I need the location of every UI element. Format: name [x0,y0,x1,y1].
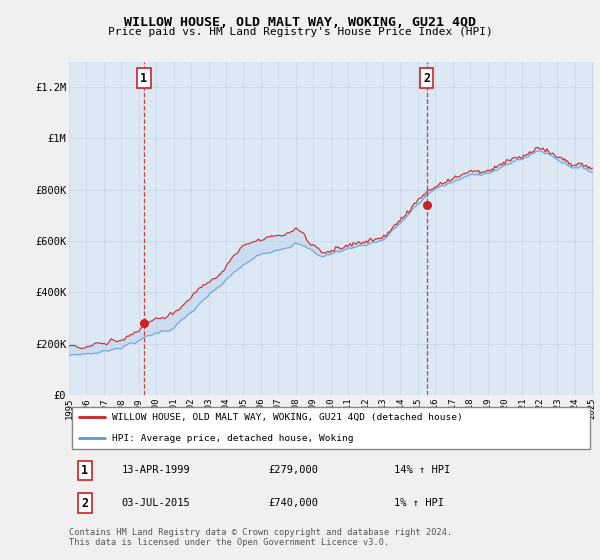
Text: 03-JUL-2015: 03-JUL-2015 [121,498,190,508]
Text: £740,000: £740,000 [269,498,319,508]
Text: 2: 2 [423,72,430,85]
Text: HPI: Average price, detached house, Woking: HPI: Average price, detached house, Woki… [112,434,353,443]
Text: 1: 1 [140,72,147,85]
Text: 1% ↑ HPI: 1% ↑ HPI [395,498,445,508]
Text: Contains HM Land Registry data © Crown copyright and database right 2024.
This d: Contains HM Land Registry data © Crown c… [69,528,452,547]
Text: 14% ↑ HPI: 14% ↑ HPI [395,465,451,475]
Text: WILLOW HOUSE, OLD MALT WAY, WOKING, GU21 4QD (detached house): WILLOW HOUSE, OLD MALT WAY, WOKING, GU21… [112,413,463,422]
Text: 2: 2 [81,497,88,510]
Text: £279,000: £279,000 [269,465,319,475]
Text: 1: 1 [81,464,88,477]
Text: Price paid vs. HM Land Registry's House Price Index (HPI): Price paid vs. HM Land Registry's House … [107,27,493,37]
Text: WILLOW HOUSE, OLD MALT WAY, WOKING, GU21 4QD: WILLOW HOUSE, OLD MALT WAY, WOKING, GU21… [124,16,476,29]
Text: 13-APR-1999: 13-APR-1999 [121,465,190,475]
FancyBboxPatch shape [71,407,590,449]
